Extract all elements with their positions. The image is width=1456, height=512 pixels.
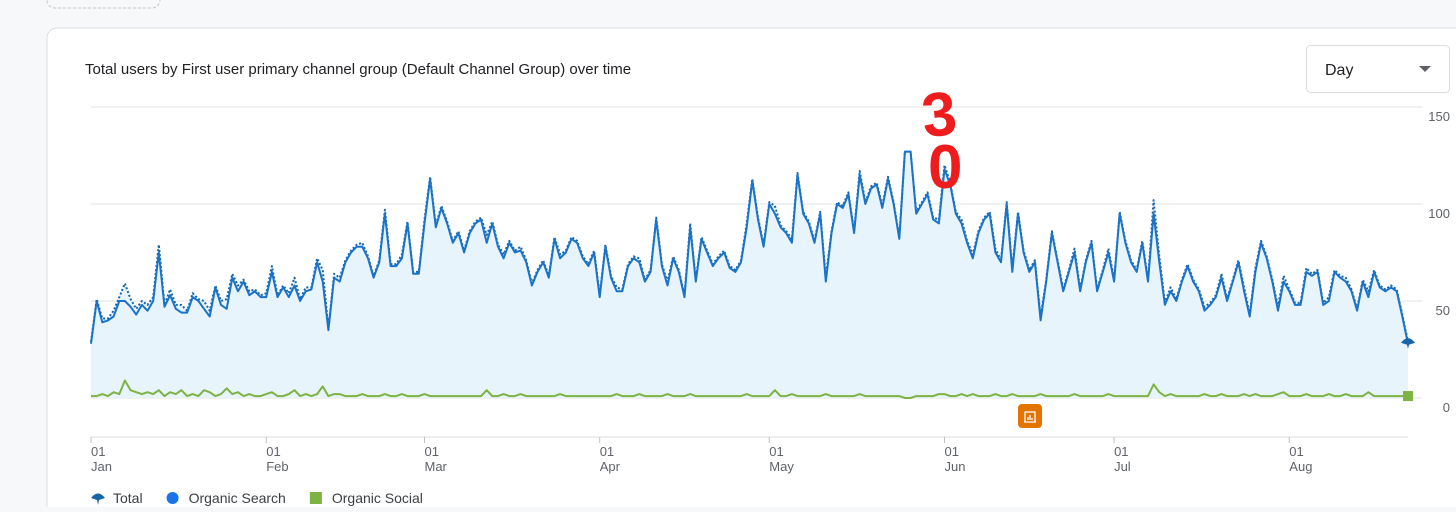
dropdown-arrow[interactable] [1419, 66, 1431, 72]
chart-title: Total users by First user primary channe… [85, 61, 631, 78]
x-tick-sublabel: Jun [945, 459, 966, 474]
legend: Total Organic Search Organic Social [91, 490, 423, 506]
x-tick-label: 01 [1289, 444, 1303, 459]
plot: 05010015001Jan01Feb01Mar01Apr01May01Jun0… [90, 106, 1450, 474]
x-tick-label: 01 [600, 444, 614, 459]
x-tick-label: 01 [1114, 444, 1128, 459]
x-tick-sublabel: Jul [1114, 459, 1131, 474]
annotation: 3 [918, 79, 960, 151]
area [91, 151, 1408, 398]
dropdown[interactable]: Day [1306, 45, 1450, 93]
x-tick-label: 01 [91, 444, 105, 459]
x-tick-label: 01 [945, 444, 959, 459]
x-tick-label: 01 [266, 444, 280, 459]
x-tick-sublabel: Jan [91, 459, 112, 474]
dropdown-box[interactable] [1306, 45, 1450, 93]
legend-label: Total [113, 490, 143, 506]
legend-label: Organic Search [189, 490, 286, 506]
x-tick-sublabel: Feb [266, 459, 288, 474]
x-tick-label: 01 [424, 444, 438, 459]
end-marker [1401, 338, 1415, 349]
dropdown-label[interactable]: Day [1325, 62, 1353, 79]
x-tick-sublabel: Aug [1289, 459, 1312, 474]
y-tick-label: 0 [1443, 400, 1450, 415]
y-tick-label: 50 [1436, 303, 1450, 318]
y-tick-label: 150 [1428, 109, 1450, 124]
x-tick-label: 01 [769, 444, 783, 459]
legend-icon [91, 493, 105, 505]
series-line [90, 150, 1409, 344]
legend-icon [166, 492, 179, 504]
insight-glyph [1024, 411, 1036, 423]
dashed-chip [46, 0, 161, 9]
legend-label: Organic Social [332, 490, 423, 506]
y-tick-label: 100 [1428, 206, 1450, 221]
annotation: 0 [928, 133, 962, 202]
end-marker [1403, 391, 1413, 402]
series-line [91, 379, 1408, 399]
x-tick-sublabel: May [769, 459, 794, 474]
x-tick-sublabel: Apr [600, 459, 621, 474]
x-tick-sublabel: Mar [424, 459, 447, 474]
legend-icon [309, 492, 322, 504]
